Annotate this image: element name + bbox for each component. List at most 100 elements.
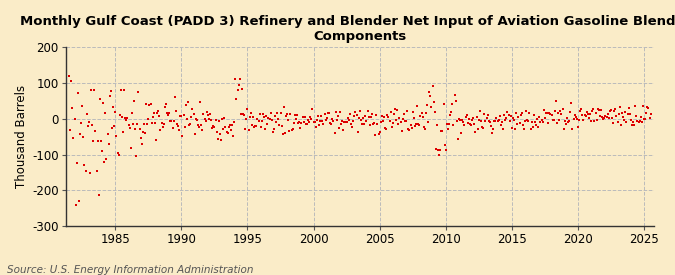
Point xyxy=(86,88,97,92)
Point xyxy=(140,131,151,135)
Point xyxy=(525,127,536,132)
Point xyxy=(318,122,329,126)
Point xyxy=(472,127,483,131)
Point xyxy=(607,116,618,120)
Point xyxy=(437,129,448,134)
Point xyxy=(227,123,238,127)
Point xyxy=(491,116,502,120)
Point xyxy=(87,123,98,127)
Point xyxy=(512,122,522,127)
Point xyxy=(246,111,256,116)
Point xyxy=(148,110,159,115)
Point xyxy=(194,100,205,104)
Point xyxy=(145,102,156,106)
Point xyxy=(562,116,572,120)
Point xyxy=(377,113,387,118)
Point xyxy=(72,91,83,95)
Point xyxy=(229,120,240,124)
Point xyxy=(185,121,196,126)
Point xyxy=(428,100,439,104)
Point xyxy=(75,132,86,137)
Point xyxy=(356,118,367,122)
Point xyxy=(488,126,499,131)
Point xyxy=(535,120,546,124)
Point xyxy=(288,121,299,125)
Point xyxy=(529,112,539,117)
Point xyxy=(211,130,222,134)
Point xyxy=(468,116,479,120)
Point xyxy=(410,122,421,127)
Point xyxy=(620,110,630,115)
Point xyxy=(201,110,212,114)
Point xyxy=(518,123,529,127)
Point xyxy=(560,119,570,123)
Point xyxy=(379,115,389,120)
Point xyxy=(213,136,223,141)
Point xyxy=(252,117,263,122)
Point xyxy=(263,116,274,120)
Point xyxy=(435,148,446,152)
Point xyxy=(142,121,153,126)
Point xyxy=(392,108,403,112)
Point xyxy=(506,114,516,119)
Point xyxy=(178,113,189,117)
Point xyxy=(276,123,287,128)
Point xyxy=(402,109,412,114)
Point xyxy=(448,123,459,128)
Point xyxy=(251,123,262,128)
Point xyxy=(311,118,322,123)
Point xyxy=(570,115,581,119)
Point xyxy=(264,116,275,121)
Point xyxy=(595,114,605,119)
Point xyxy=(423,120,433,124)
Point xyxy=(274,123,285,128)
Point xyxy=(565,110,576,114)
Point xyxy=(556,112,567,116)
Point xyxy=(466,123,477,127)
Point xyxy=(131,154,142,159)
Point xyxy=(175,114,186,119)
Point xyxy=(641,111,651,116)
Point xyxy=(120,116,131,120)
Point xyxy=(92,139,103,143)
Point xyxy=(300,122,311,127)
Point xyxy=(518,126,529,131)
Point xyxy=(425,94,436,98)
Point xyxy=(365,114,376,119)
Point xyxy=(221,130,232,134)
Point xyxy=(281,114,292,119)
Point xyxy=(359,122,370,126)
Point xyxy=(361,118,372,123)
Point xyxy=(76,121,86,125)
Point xyxy=(321,116,332,120)
Point xyxy=(386,124,397,129)
Point xyxy=(470,130,481,134)
Point xyxy=(467,118,478,122)
Point xyxy=(169,95,180,99)
Point xyxy=(395,119,406,124)
Point xyxy=(362,109,373,114)
Point xyxy=(407,110,418,114)
Point xyxy=(609,109,620,113)
Point xyxy=(584,116,595,121)
Point xyxy=(487,131,497,135)
Point xyxy=(422,103,433,107)
Point xyxy=(105,94,115,98)
Point xyxy=(424,90,435,94)
Point xyxy=(504,119,515,123)
Point xyxy=(564,119,574,124)
Point xyxy=(281,112,292,117)
Point xyxy=(240,127,250,131)
Point xyxy=(213,119,224,124)
Point xyxy=(110,110,121,114)
Point xyxy=(153,109,163,113)
Point xyxy=(429,109,440,114)
Point xyxy=(475,109,485,113)
Point xyxy=(511,111,522,116)
Point xyxy=(124,126,135,130)
Point xyxy=(218,126,229,131)
Point xyxy=(296,120,307,125)
Point xyxy=(443,122,454,126)
Point xyxy=(198,111,209,116)
Point xyxy=(180,124,190,129)
